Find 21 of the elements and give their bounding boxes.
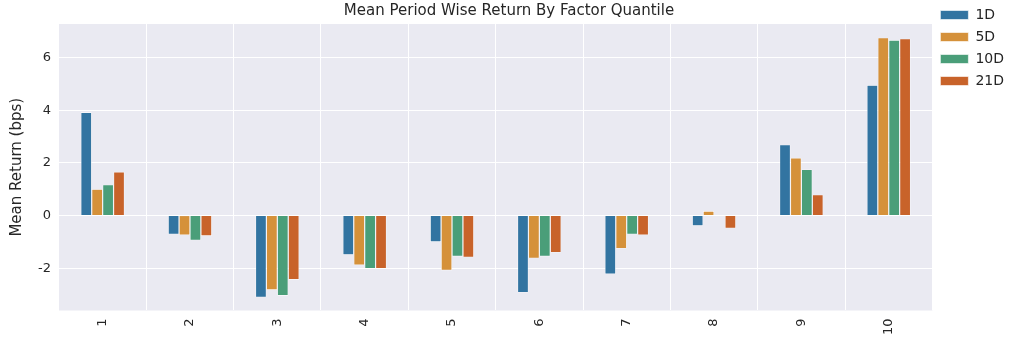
x-tick-label: 4 (356, 318, 372, 327)
y-tick-label: 0 (42, 206, 51, 222)
x-tick-label: 6 (530, 318, 546, 327)
x-tick-label: 1 (94, 318, 110, 327)
y-axis-title: Mean Return (bps) (6, 97, 25, 237)
legend-label: 5D (975, 27, 996, 44)
x-tick-label: 8 (705, 318, 721, 327)
legend-label: 1D (975, 5, 996, 22)
x-tick-label: 10 (880, 318, 896, 335)
x-tick-label: 9 (792, 318, 808, 327)
x-tick-label: 5 (443, 318, 459, 327)
x-tick-label: 2 (181, 318, 197, 327)
chart-title: Mean Period Wise Return By Factor Quantile (343, 0, 675, 19)
x-tick-label: 3 (268, 318, 284, 327)
y-tick-label: 4 (42, 101, 51, 117)
y-tick-label: 2 (42, 154, 51, 170)
legend-label: 10D (975, 49, 1005, 66)
y-tick-label: -2 (37, 259, 51, 275)
x-tick-label: 7 (618, 318, 634, 327)
legend-label: 21D (975, 71, 1005, 88)
y-tick-label: 6 (42, 48, 51, 64)
